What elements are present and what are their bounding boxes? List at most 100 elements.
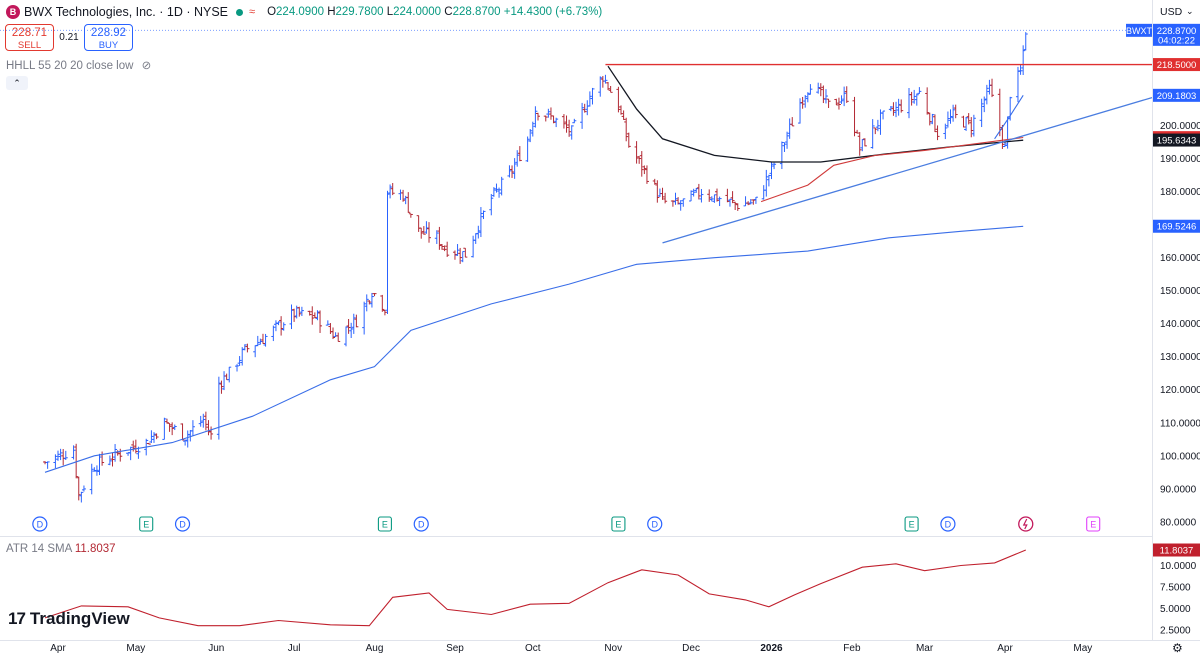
atr-axis-tag-value: 11.8037 [1160, 546, 1194, 557]
ohlc-bar [639, 151, 644, 177]
ohlc-bar [315, 310, 320, 321]
earnings-marker-label: E [909, 520, 915, 530]
ohlc-bar [663, 192, 668, 204]
ohlc-bar [790, 117, 795, 127]
ohlc-bar [517, 146, 522, 162]
ohlc-bar [351, 313, 356, 334]
price-axis-tag-value: 228.8700 [1157, 26, 1197, 37]
ohlc-bar [154, 433, 159, 440]
dividend-marker-label: D [37, 520, 44, 530]
ohlc-bar [621, 110, 626, 120]
atr-axis-tag [1153, 543, 1200, 557]
ohlc-bar [1023, 32, 1028, 51]
ohlc-bar [299, 306, 304, 317]
ohlc-bar [751, 199, 756, 205]
ohlc-bar [107, 455, 112, 466]
ohlc-bar [253, 345, 258, 358]
atr-value: 11.8037 [74, 543, 116, 555]
buy-button[interactable]: 228.92 BUY [84, 24, 133, 51]
ohlc-bar [987, 79, 992, 95]
ohlc-bar [190, 420, 195, 436]
ohlc-bar [128, 446, 133, 461]
ohlc-bar [753, 196, 758, 204]
ohlc-bar [512, 158, 517, 179]
ohlc-bar [805, 92, 810, 103]
ohlc-bar [292, 308, 297, 322]
sell-button[interactable]: 228.71 SELL [5, 24, 54, 51]
ohlc-bar [343, 326, 348, 347]
ohlc-bar [364, 294, 369, 312]
buy-price: 228.92 [90, 27, 127, 39]
ohlc-bar [699, 189, 704, 203]
ohlc-bar [458, 247, 463, 264]
ohlc-bar [318, 310, 323, 333]
collapse-legend-button[interactable]: ⌃ [6, 76, 28, 90]
ohlc-bar [800, 96, 805, 109]
chevron-down-icon[interactable]: ⌄ [1186, 6, 1194, 16]
price-tick-label: 180.0000 [1160, 187, 1200, 198]
ohlc-bar [953, 104, 958, 119]
ohlc-bar [984, 84, 989, 105]
ohlc-bar [354, 314, 359, 328]
ohlc-bar [494, 183, 499, 193]
price-axis-tag-value: 209.1803 [1157, 91, 1197, 102]
ohlc-bar [870, 119, 875, 149]
dividend-marker [32, 516, 48, 532]
ohlc-bar [206, 420, 211, 436]
ohlc-bar [406, 192, 411, 213]
ohlc-bar [255, 335, 260, 347]
ohlc-bar [149, 430, 154, 443]
atr-legend[interactable]: ATR 14 SMA 11.8037 [6, 543, 116, 555]
ohlc-bar [951, 104, 956, 122]
ohlc-bar [717, 196, 722, 207]
ohlc-bar [873, 127, 878, 135]
time-tick-label: Mar [916, 643, 934, 654]
indicator-label: HHLL 55 20 20 close low [6, 60, 134, 72]
ohlc-bar [58, 448, 63, 461]
settings-gear-icon[interactable]: ⚙ [1172, 641, 1183, 655]
price-tick-label: 110.0000 [1160, 418, 1200, 429]
ohlc-bar [943, 123, 948, 140]
ohlc-readout: O224.0900 H229.7800 L224.0000 C228.8700 … [267, 6, 603, 18]
ohlc-bar [481, 210, 486, 220]
delay-wave-icon: ≈ [249, 6, 256, 18]
ohlc-bar [748, 199, 753, 205]
ohlc-bar [89, 463, 94, 495]
ohlc-bar [382, 309, 387, 316]
symbol-title[interactable]: BWX Technologies, Inc. · 1D · NYSE [24, 5, 229, 19]
ohlc-bar [673, 192, 678, 205]
ohlc-bar [434, 230, 439, 244]
chart-header: B BWX Technologies, Inc. · 1D · NYSE ≈ O… [6, 4, 602, 20]
ohlc-bar [948, 109, 953, 124]
ohlc-bar [964, 116, 969, 131]
ohlc-bar [907, 88, 912, 119]
price-axis-tag [1153, 58, 1200, 72]
ohlc-bar [891, 102, 896, 116]
dividend-marker [413, 516, 429, 532]
ohlc-bar [297, 306, 302, 317]
brand-name: TradingView [29, 609, 130, 628]
price-tick-label: 80.0000 [1160, 517, 1197, 528]
atr-tick-label: 2.5000 [1160, 625, 1191, 636]
ohlc-bar [401, 189, 406, 202]
ohlc-bar [530, 121, 535, 137]
ohlc-bar [515, 150, 520, 167]
indicator-legend[interactable]: HHLL 55 20 20 close low ⊘ [6, 58, 151, 72]
ohlc-bar [655, 180, 660, 203]
price-axis-tag-value: 195.6343 [1157, 136, 1197, 147]
ohlc-bar [172, 424, 177, 431]
earnings-marker [904, 516, 919, 532]
price-tick-label: 190.0000 [1160, 154, 1200, 165]
ohlc-bar [367, 300, 372, 305]
ohlc-bar [925, 87, 930, 115]
eye-hidden-icon[interactable]: ⊘ [141, 60, 152, 72]
ohlc-bar [151, 432, 156, 443]
ohlc-bar [743, 196, 748, 207]
price-axis-tag-value: 218.5000 [1157, 60, 1197, 71]
currency-selector[interactable]: USD [1160, 6, 1183, 18]
ohlc-bar [162, 417, 167, 440]
tradingview-logo[interactable]: 17 TradingView [8, 609, 130, 629]
ohlc-bar [388, 184, 393, 199]
chevron-up-icon: ⌃ [13, 77, 21, 88]
